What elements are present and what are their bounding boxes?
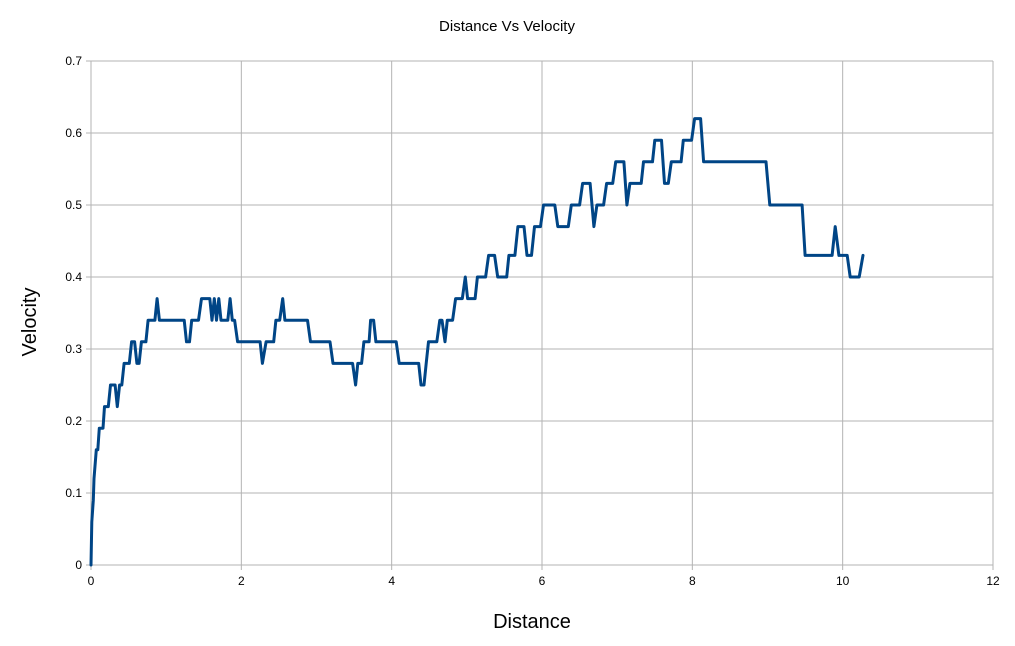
y-tick-label: 0.4 (65, 270, 82, 284)
y-tick-label: 0 (75, 558, 82, 572)
y-tick-label: 0.7 (65, 54, 82, 68)
y-tick-label: 0.6 (65, 126, 82, 140)
x-tick-label: 4 (388, 574, 395, 588)
velocity-series-line (89, 117, 865, 567)
y-tick-label: 0.3 (65, 342, 82, 356)
grid-lines (90, 60, 994, 566)
y-tick-label: 0.2 (65, 414, 82, 428)
x-tick-label: 8 (689, 574, 696, 588)
x-tick-label: 10 (836, 574, 850, 588)
y-axis-label: Velocity (19, 288, 41, 357)
x-tick-label: 12 (986, 574, 1000, 588)
x-tick-label: 6 (539, 574, 546, 588)
axes (86, 60, 994, 570)
x-tick-label: 2 (238, 574, 245, 588)
y-tick-labels: 0 0.1 0.2 0.3 0.4 0.5 0.6 0.7 (65, 54, 82, 572)
series-layer (89, 117, 865, 567)
y-tick-label: 0.5 (65, 198, 82, 212)
chart-title: Distance Vs Velocity (439, 18, 575, 35)
x-tick-labels: 0 2 4 6 8 10 12 (88, 574, 1000, 588)
x-axis-label: Distance (493, 611, 571, 633)
x-tick-label: 0 (88, 574, 95, 588)
y-tick-label: 0.1 (65, 486, 82, 500)
